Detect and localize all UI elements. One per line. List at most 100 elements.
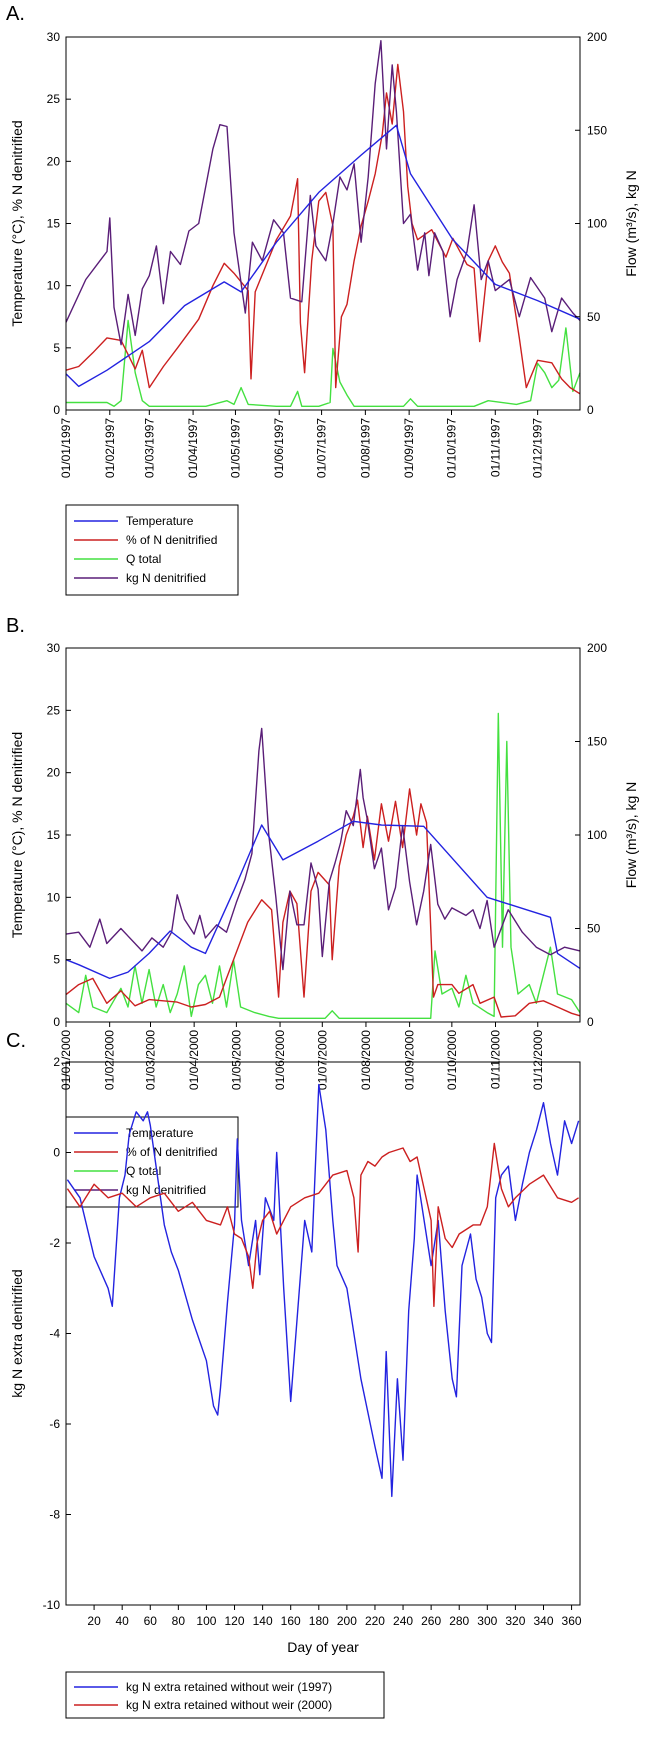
legend-entry-label: kg N extra retained without weir (2000) <box>126 1698 332 1712</box>
x-tick-label: 01/12/1997 <box>531 418 545 478</box>
legend-box <box>65 1671 385 1719</box>
y-tick-label-left: 0 <box>53 403 60 417</box>
y-tick-label-right: 200 <box>587 641 607 655</box>
legend: Temperature % of N denitrified Q total kg N… <box>65 1116 239 1208</box>
x-tick-label: 01/05/1997 <box>228 418 242 478</box>
y-tick-label-left: 25 <box>47 703 61 717</box>
x-tick-label: 260 <box>421 1614 441 1628</box>
y-tick-label-left: 10 <box>47 279 61 293</box>
x-tick-label: 40 <box>115 1614 129 1628</box>
x-tick-label: 160 <box>281 1614 301 1628</box>
legend: kg N extra retained without weir (1997) k… <box>65 1671 385 1719</box>
y-tick-label: -4 <box>49 1327 60 1341</box>
series-line--of-n-denitrified <box>65 63 581 395</box>
legend-entry-label: % of N denitrified <box>126 533 217 547</box>
series-line-2000 <box>66 1142 579 1308</box>
legend-entry-label: Q total <box>126 552 161 566</box>
y-tick-label-right: 0 <box>587 403 594 417</box>
x-tick-label: 01/03/2000 <box>143 1030 157 1090</box>
y-tick-label: -2 <box>49 1236 60 1250</box>
x-tick-label: 01/06/2000 <box>273 1030 287 1090</box>
y-tick-label-left: 5 <box>53 341 60 355</box>
x-tick-label: 140 <box>253 1614 273 1628</box>
y-tick-label: -8 <box>49 1508 60 1522</box>
y-tick-label-left: 30 <box>47 641 61 655</box>
x-tick-label: 80 <box>172 1614 186 1628</box>
y-tick-label-right: 50 <box>587 310 601 324</box>
y-tick-label-left: 0 <box>53 1015 60 1029</box>
y-tick-label: -10 <box>43 1598 61 1612</box>
y-tick-label-left: 5 <box>53 953 60 967</box>
y-tick-label-left: 30 <box>47 30 61 44</box>
y-tick-label: 0 <box>53 1146 60 1160</box>
x-tick-label: 01/03/1997 <box>142 418 156 478</box>
y-tick-label-left: 15 <box>47 828 61 842</box>
x-tick-label: 280 <box>449 1614 469 1628</box>
x-tick-label: 300 <box>477 1614 497 1628</box>
chart-panel-3: C. -10 -8 -6 -4 -2 0 220 40 60 80 100 120 140 160 180 20… <box>6 1030 582 1719</box>
x-tick-label: 01/06/1997 <box>272 418 286 478</box>
panel-label: C. <box>6 1030 26 1052</box>
chart-panel-2: B. 0 5 10 15 20 25 30 0 50 100 150 200 01/01/2000 01/0… <box>6 615 639 1208</box>
y-tick-label-left: 15 <box>47 217 61 231</box>
x-tick-label: 01/09/1997 <box>402 418 416 478</box>
series-line-q-total <box>66 319 581 407</box>
x-tick-label: 01/10/2000 <box>445 1030 459 1090</box>
x-tick-label: 01/07/1997 <box>315 418 329 478</box>
panel-label: B. <box>6 615 25 637</box>
chart-panel-1: A. 0 5 10 15 20 25 30 0 50 100 150 200 01/01/1997 01/0… <box>6 3 639 596</box>
y-tick-label-left: 25 <box>47 92 61 106</box>
x-tick-label: 20 <box>87 1614 101 1628</box>
y-axis-title-right: Flow (m³/s), kg N <box>623 782 639 889</box>
x-tick-label: 01/12/2000 <box>531 1030 545 1090</box>
y-tick-label-left: 20 <box>47 154 61 168</box>
x-tick-label: 180 <box>309 1614 329 1628</box>
y-tick-label-right: 200 <box>587 30 607 44</box>
x-tick-label: 01/11/1997 <box>488 418 502 477</box>
y-tick-label-right: 150 <box>587 123 607 137</box>
legend-entry-label: Temperature <box>126 1126 194 1140</box>
legend-entry-label: kg N denitrified <box>126 1183 206 1197</box>
x-tick-label: 01/04/1997 <box>186 418 200 478</box>
legend: Temperature % of N denitrified Q total kg N… <box>65 504 239 596</box>
x-tick-label: 220 <box>365 1614 385 1628</box>
x-axis-title: Day of year <box>287 1639 359 1655</box>
x-tick-label: 01/04/2000 <box>187 1030 201 1090</box>
x-tick-label: 01/08/1997 <box>358 418 372 478</box>
legend-box <box>65 1116 239 1208</box>
y-axis-title-left: Temperature (°C), % N denitrified <box>9 120 25 326</box>
x-tick-label: 60 <box>144 1614 158 1628</box>
y-tick-label: -6 <box>49 1417 60 1431</box>
x-tick-label: 360 <box>562 1614 582 1628</box>
series-line-temperature <box>65 820 581 980</box>
y-tick-label-right: 100 <box>587 828 607 842</box>
x-tick-label: 01/01/2000 <box>59 1030 73 1090</box>
x-tick-label: 120 <box>225 1614 245 1628</box>
series-line-1997 <box>66 1083 580 1498</box>
x-tick-label: 01/02/2000 <box>103 1030 117 1090</box>
x-tick-label: 01/09/2000 <box>403 1030 417 1090</box>
x-tick-label: 01/11/2000 <box>489 1030 503 1089</box>
y-tick-label-right: 100 <box>587 217 607 231</box>
legend-entry-label: Q total <box>126 1164 161 1178</box>
y-axis-title-right: Flow (m³/s), kg N <box>623 170 639 277</box>
y-tick-label-right: 150 <box>587 735 607 749</box>
legend-entry-label: kg N extra retained without weir (1997) <box>126 1680 332 1694</box>
series-line--of-n-denitrified <box>65 788 581 1018</box>
y-tick-label-left: 10 <box>47 890 61 904</box>
x-tick-label: 01/08/2000 <box>359 1030 373 1090</box>
plot-frame <box>65 647 581 1023</box>
y-tick-label-right: 50 <box>587 922 601 936</box>
series-line-kg-n-denitrified <box>65 727 581 971</box>
x-tick-label: 100 <box>196 1614 216 1628</box>
y-tick-label-left: 20 <box>47 766 61 780</box>
x-tick-label: 320 <box>505 1614 525 1628</box>
series-line-temperature <box>65 124 581 388</box>
legend-entry-label: Temperature <box>126 514 194 528</box>
x-tick-label: 01/05/2000 <box>229 1030 243 1090</box>
x-tick-label: 200 <box>337 1614 357 1628</box>
legend-box <box>65 504 239 596</box>
series-line-kg-n-denitrified <box>65 40 581 346</box>
x-tick-label: 01/01/1997 <box>59 418 73 478</box>
